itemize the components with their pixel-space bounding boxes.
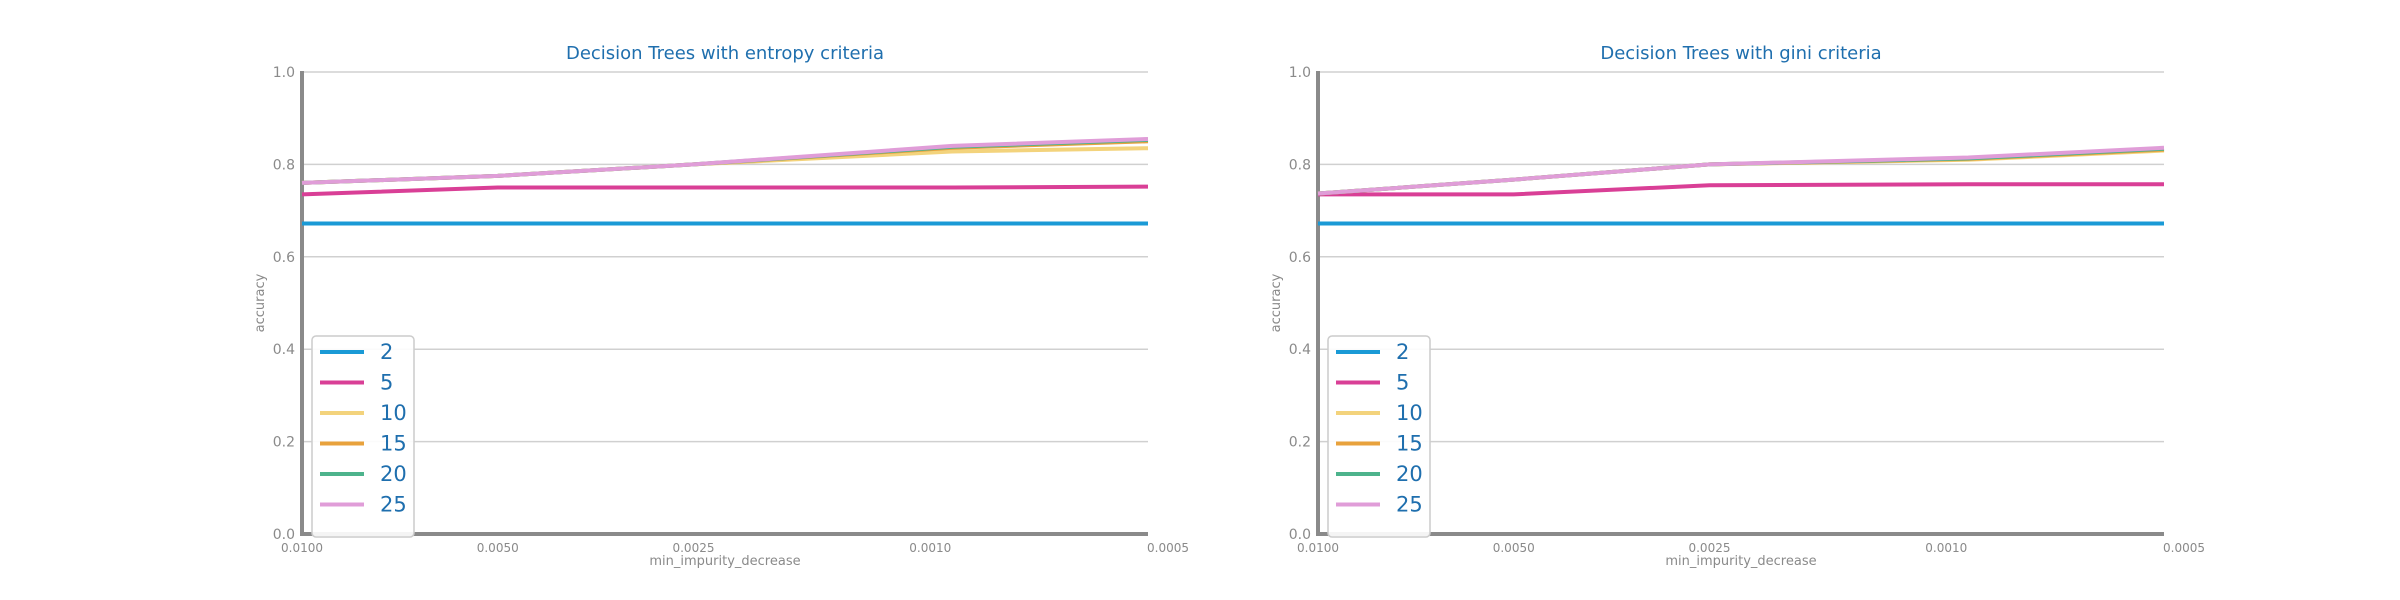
legend-label-5: 5 <box>1396 371 1409 395</box>
y-tick-label: 0.8 <box>1289 157 1311 173</box>
y-tick-label: 0.2 <box>1289 435 1311 451</box>
legend-label-5: 5 <box>380 371 393 395</box>
x-tick-label: 0.0025 <box>1688 541 1730 555</box>
x-tick-label: 0.0050 <box>1493 541 1535 555</box>
y-tick-label: 0.0 <box>1289 527 1311 543</box>
y-tick-label: 0.4 <box>1289 342 1311 358</box>
x-axis-label: min_impurity_decrease <box>1665 554 1816 569</box>
x-tick-label: 0.0010 <box>909 541 951 555</box>
y-tick-label: 1.0 <box>1289 65 1311 81</box>
series-line-25 <box>301 137 1149 185</box>
legend-box <box>1327 335 1431 538</box>
series-line-25 <box>1317 145 2165 196</box>
chart-title: Decision Trees with entropy criteria <box>566 43 884 64</box>
x-tick-label: 0.0100 <box>1297 541 1339 555</box>
chart-panel-1: 0.0 0.2 0.4 0.6 0.8 1.0 0.0100 0.0050 0.0025 0.00… <box>253 43 1189 569</box>
legend-label-20: 20 <box>380 462 407 486</box>
legend-label-2: 2 <box>1396 340 1409 364</box>
x-tick-label: 0.0025 <box>672 541 714 555</box>
y-tick-label: 0.4 <box>273 342 295 358</box>
y-tick-label: 0.0 <box>273 527 295 543</box>
y-tick-label: 0.6 <box>1289 250 1311 266</box>
legend-label-25: 25 <box>380 493 407 517</box>
legend-label-2: 2 <box>380 340 393 364</box>
x-tick-label: 0.0100 <box>281 541 323 555</box>
y-axis-label: accuracy <box>1269 273 1284 332</box>
series-line-5 <box>1318 182 2164 197</box>
y-tick-label: 0.2 <box>273 435 295 451</box>
y-tick-label: 0.6 <box>273 250 295 266</box>
y-tick-label: 0.8 <box>273 157 295 173</box>
legend-label-15: 15 <box>380 432 407 456</box>
x-tick-label: 0.0005 <box>2163 541 2205 555</box>
x-tick-label: 0.0050 <box>477 541 519 555</box>
legend-label-15: 15 <box>1396 432 1423 456</box>
x-tick-label: 0.0005 <box>1147 541 1189 555</box>
x-tick-label: 0.0010 <box>1925 541 1967 555</box>
legend-label-10: 10 <box>1396 401 1423 425</box>
chart-panel-2: 0.0 0.2 0.4 0.6 0.8 1.0 0.0100 0.0050 0.0025 0.00… <box>1269 43 2205 569</box>
series-line-5 <box>301 184 1149 197</box>
legend-label-25: 25 <box>1396 493 1423 517</box>
legend-label-10: 10 <box>380 401 407 425</box>
x-axis-label: min_impurity_decrease <box>649 554 800 569</box>
chart-title: Decision Trees with gini criteria <box>1600 43 1881 64</box>
legend-label-20: 20 <box>1396 462 1423 486</box>
y-tick-label: 1.0 <box>273 65 295 81</box>
legend-box <box>311 335 415 538</box>
y-axis-label: accuracy <box>253 273 268 332</box>
